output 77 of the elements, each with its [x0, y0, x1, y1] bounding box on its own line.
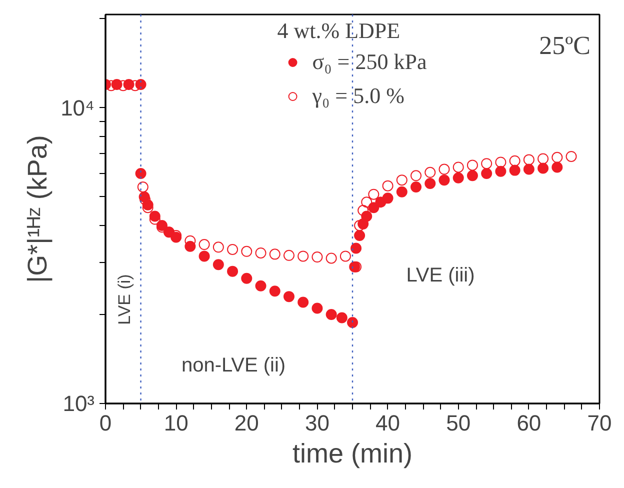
point [538, 162, 549, 174]
point [326, 252, 337, 264]
point [438, 164, 450, 175]
annotation: LVE (i) [115, 274, 134, 325]
y-tick-label: 10⁴ [60, 95, 95, 120]
point [538, 153, 549, 164]
x-tick-label: 60 [516, 410, 542, 436]
point [509, 164, 520, 176]
point [350, 242, 362, 254]
point [438, 174, 450, 186]
point [336, 312, 348, 324]
point [466, 160, 478, 171]
y-tick-label: 10³ [62, 391, 94, 416]
point [509, 155, 520, 166]
legend-label: γ₀ = 5.0 % [312, 83, 404, 109]
point [523, 164, 534, 175]
point [269, 286, 280, 297]
point [241, 246, 252, 257]
point [368, 188, 380, 200]
x-tick-label: 20 [234, 410, 259, 436]
point [227, 266, 238, 277]
point [255, 280, 266, 292]
point [396, 186, 408, 198]
point [212, 242, 224, 253]
x-tick-label: 10 [164, 410, 188, 436]
x-tick-label: 30 [304, 410, 330, 436]
point [466, 170, 478, 182]
point [298, 296, 309, 308]
point [255, 247, 266, 258]
point [410, 170, 422, 182]
point [495, 166, 506, 177]
point [269, 248, 280, 260]
point [312, 302, 323, 314]
point [424, 178, 436, 189]
point [396, 174, 408, 186]
x-tick-label: 70 [587, 410, 612, 436]
x-axis-title: time (min) [292, 438, 412, 468]
point [283, 250, 294, 261]
point [354, 230, 366, 242]
point [382, 192, 394, 204]
point [135, 168, 146, 179]
x-tick-label: 50 [446, 410, 471, 436]
point [358, 204, 369, 216]
point [481, 168, 492, 179]
annotation: non-LVE (ii) [181, 354, 286, 376]
point [552, 152, 563, 163]
point [424, 166, 436, 178]
point [298, 250, 309, 262]
point [198, 239, 210, 250]
point [340, 250, 351, 262]
point [566, 150, 577, 162]
point [212, 259, 224, 270]
point [354, 220, 366, 232]
point [410, 182, 422, 192]
point [481, 158, 492, 170]
legend-title: 4 wt.% LDPE [277, 18, 402, 44]
point [137, 182, 148, 192]
point [283, 291, 294, 302]
x-tick-label: 40 [376, 410, 400, 436]
point [382, 180, 394, 192]
point [552, 162, 563, 173]
point [241, 272, 252, 284]
point [326, 309, 337, 320]
y-axis-title: |G*|¹ᴴᶻ (kPa) [22, 135, 53, 283]
point [495, 156, 506, 168]
point [312, 252, 323, 263]
point [523, 154, 534, 166]
annotation: LVE (iii) [406, 264, 475, 286]
legend-label: σ₀ = 250 kPa [312, 49, 427, 75]
point [361, 196, 372, 208]
annotation: 25ºC [539, 31, 591, 60]
point [198, 250, 210, 262]
point [347, 316, 358, 328]
point [227, 244, 238, 255]
point [452, 162, 464, 173]
x-tick-label: 0 [99, 410, 112, 436]
point [452, 172, 464, 184]
